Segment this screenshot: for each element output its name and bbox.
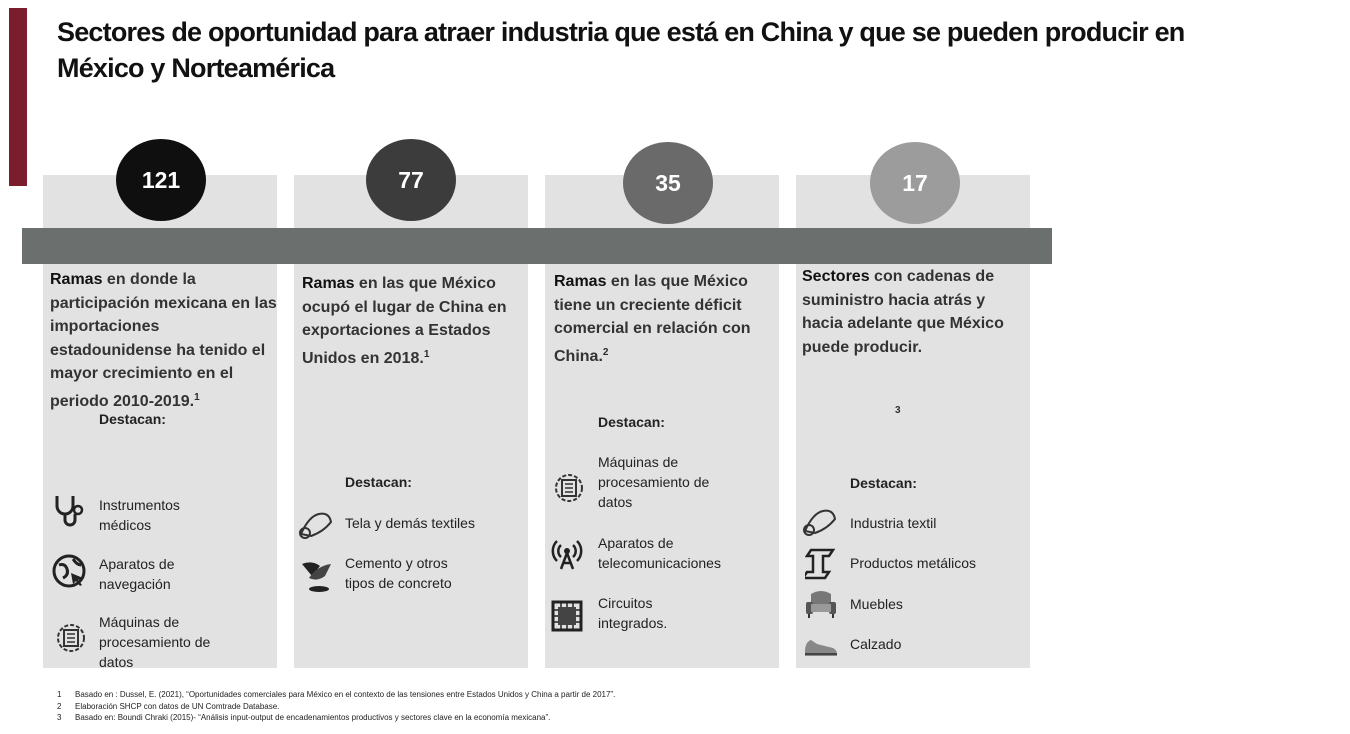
destacan-label: Destacan:: [345, 474, 412, 490]
count-circle-3: 35: [623, 142, 713, 224]
data-processing-icon: [551, 470, 587, 506]
footnote-ref-3: 3: [895, 405, 901, 416]
count-circle-4: 17: [870, 142, 960, 224]
item-label: Circuitos integrados.: [598, 595, 668, 631]
description-lead: Ramas: [554, 273, 607, 290]
description-rest: en donde la participación mexicana en la…: [50, 271, 277, 410]
description-lead: Sectores: [802, 268, 870, 285]
title-line-2: México y Norteamérica: [57, 53, 335, 83]
destacan-label: Destacan:: [598, 414, 665, 430]
destacan-label: Destacan:: [850, 475, 917, 491]
column-3-description: Ramas en las que México tiene un crecien…: [554, 270, 754, 368]
item-label: Cemento y otros tipos de concreto: [345, 555, 452, 591]
count-value: 121: [141, 166, 181, 193]
chip-icon: [549, 598, 585, 634]
footnote-row: 2 Elaboración SHCP con datos de UN Comtra…: [57, 701, 1157, 713]
stethoscope-icon: [51, 493, 87, 529]
footnote-ref: 1: [423, 348, 430, 360]
item-label: Calzado: [850, 636, 902, 652]
footnote-text: Basado en : Dussel, E. (2021), “Oportuni…: [75, 690, 616, 699]
description-lead: Ramas: [50, 271, 103, 288]
footnotes: 1 Basado en : Dussel, E. (2021), “Oportun…: [57, 689, 1157, 724]
count-value: 17: [902, 169, 928, 196]
item-label: Aparatos de navegación: [99, 556, 175, 592]
count-value: 35: [655, 169, 681, 196]
item-label: Tela y demás textiles: [345, 515, 475, 531]
data-processing-icon: [53, 620, 89, 656]
footnote-text: Elaboración SHCP con datos de UN Comtrad…: [75, 701, 280, 711]
description-rest: en las que México ocupó el lugar de Chin…: [302, 275, 507, 367]
footnote-number: 2: [57, 701, 62, 711]
timeline-bar: [22, 228, 1052, 264]
footnote-ref: 1: [194, 391, 200, 403]
description-rest: con cadenas de suministro hacia atrás y …: [802, 268, 1004, 356]
steel-beam-icon: [800, 546, 841, 582]
description-rest: en las que México tiene un creciente déf…: [554, 273, 751, 365]
item-label: Productos metálicos: [850, 555, 977, 571]
destacan-label: Destacan:: [99, 411, 166, 427]
item-label: Máquinas de procesamiento de datos: [99, 614, 211, 670]
item-label: Aparatos de telecomunicaciones: [598, 535, 721, 571]
footnote-row: 3 Basado en: Boundi Chraki (2015)- “Análi…: [57, 712, 1157, 724]
cement-trowel-icon: [299, 556, 335, 592]
shoe-icon: [803, 628, 839, 664]
footnote-text: Basado en: Boundi Chraki (2015)- “Anális…: [75, 713, 551, 722]
count-circle-2: 77: [366, 139, 456, 221]
column-2-description: Ramas en las que México ocupó el lugar d…: [302, 272, 522, 370]
item-label: Muebles: [850, 596, 903, 612]
page-title: Sectores de oportunidad para atraer indu…: [57, 14, 1257, 86]
textile-roll-icon: [801, 503, 837, 539]
column-1-description: Ramas en donde la participación mexicana…: [50, 268, 278, 413]
armchair-icon: [803, 586, 839, 622]
accent-bar: [9, 8, 27, 186]
column-4-description: Sectores con cadenas de suministro hacia…: [802, 265, 1022, 359]
antenna-tower-icon: [549, 535, 585, 571]
footnote-ref: 2: [602, 346, 609, 358]
item-label: Máquinas de procesamiento de datos: [598, 454, 710, 510]
description-lead: Ramas: [302, 275, 355, 292]
textile-roll-icon: [297, 506, 333, 542]
item-label: Instrumentos médicos: [99, 497, 180, 533]
item-label: Industria textil: [850, 515, 937, 531]
footnote-row: 1 Basado en : Dussel, E. (2021), “Oportun…: [57, 689, 1157, 701]
title-line-1: Sectores de oportunidad para atraer indu…: [57, 17, 1185, 47]
footnote-number: 1: [57, 690, 62, 699]
count-circle-1: 121: [116, 139, 206, 221]
footnote-number: 3: [57, 713, 62, 722]
count-value: 77: [398, 166, 424, 193]
navigation-globe-icon: [51, 553, 87, 589]
